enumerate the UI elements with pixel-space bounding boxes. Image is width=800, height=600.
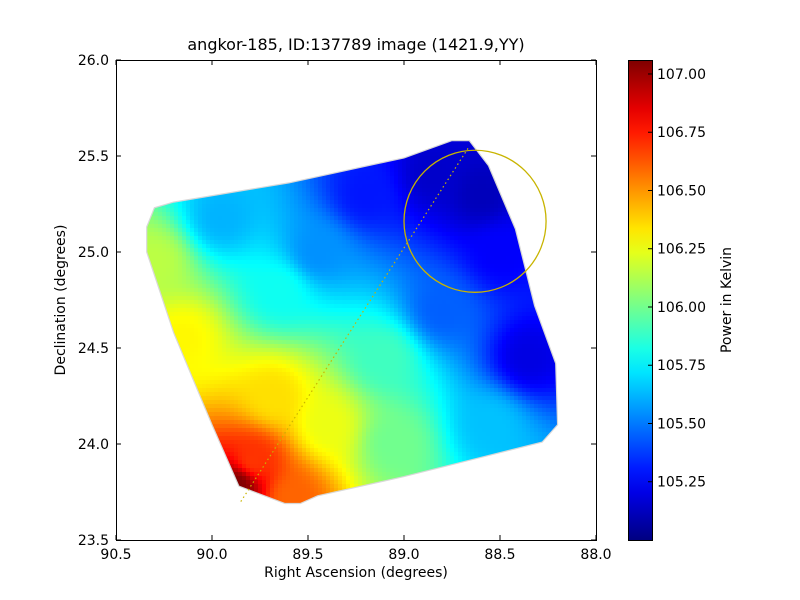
colorbar-tick-label: 107.00 [657,67,706,83]
x-tick-label: 90.0 [196,547,227,563]
overlay-dotted-line [240,146,470,502]
y-tick-label: 25.5 [78,149,109,165]
y-axis-ticks: 23.5 24.0 24.5 25.0 25.5 26.0 [78,53,596,549]
colorbar-tick-label: 106.25 [657,242,706,258]
colorbar-tick-label: 106.75 [657,125,706,141]
chart-title: angkor-185, ID:137789 image (1421.9,YY) [187,35,524,54]
colorbar-label: Power in Kelvin [719,247,735,353]
map-footprint-edge [146,140,559,505]
colorbar-tick-label: 105.25 [657,475,706,491]
map-value-field [146,140,558,504]
plot-frame [116,60,597,541]
map-footprint [146,140,559,505]
y-tick-label: 23.5 [78,533,109,549]
x-tick-label: 88.5 [484,547,515,563]
y-tick-label: 24.0 [78,437,109,453]
colorbar-tick-label: 105.50 [657,416,706,432]
colorbar-ticks: 105.25 105.50 105.75 106.00 106.25 106.50 106.… [648,67,706,491]
x-axis-label: Right Ascension (degrees) [264,565,448,581]
y-axis-label: Declination (degrees) [53,225,69,376]
y-tick-label: 24.5 [78,341,109,357]
x-tick-label: 89.5 [292,547,323,563]
colorbar-tick-label: 106.00 [657,300,706,316]
overlay-layer [240,146,547,502]
x-tick-label: 90.5 [100,547,131,563]
colorbar-tick-label: 106.50 [657,183,706,199]
x-tick-label: 89.0 [388,547,419,563]
y-tick-label: 25.0 [78,245,109,261]
colorbar [628,60,653,541]
overlay-circle [403,149,547,293]
colorbar-tick-label: 105.75 [657,358,706,374]
x-axis-ticks: 90.5 90.0 89.5 89.0 88.5 88.0 [100,60,612,563]
x-tick-label: 88.0 [580,547,611,563]
y-tick-label: 26.0 [78,53,109,69]
